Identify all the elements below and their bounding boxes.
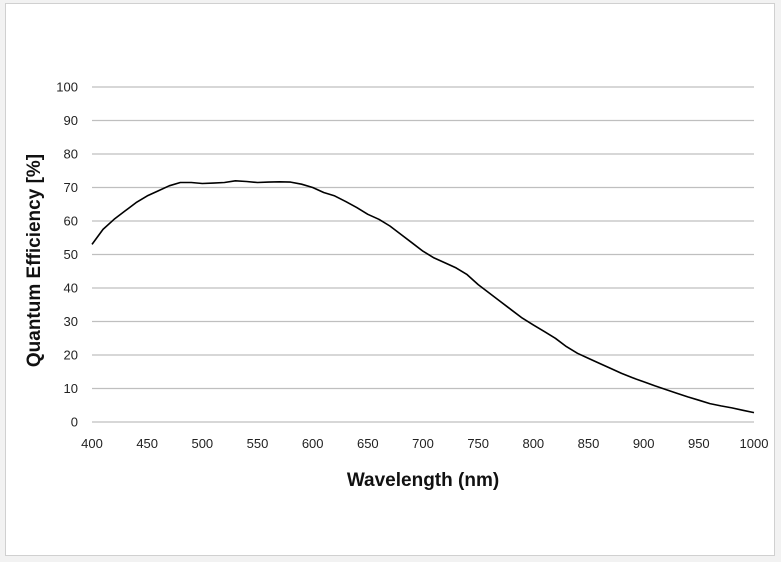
x-tick-label-450: 450 [136, 436, 158, 451]
y-axis-title: Quantum Efficiency [%] [24, 154, 45, 367]
y-tick-label-0: 0 [71, 415, 78, 430]
x-tick-label-950: 950 [688, 436, 710, 451]
y-tick-label-40: 40 [64, 281, 78, 296]
x-tick-label-600: 600 [302, 436, 324, 451]
x-tick-label-400: 400 [81, 436, 103, 451]
x-tick-label-550: 550 [247, 436, 269, 451]
y-tick-label-70: 70 [64, 180, 78, 195]
x-tick-label-800: 800 [522, 436, 544, 451]
x-tick-label-900: 900 [633, 436, 655, 451]
x-tick-label-1000: 1000 [740, 436, 769, 451]
y-tick-label-30: 30 [64, 314, 78, 329]
y-tick-label-10: 10 [64, 381, 78, 396]
chart-frame [5, 3, 775, 556]
y-tick-label-50: 50 [64, 247, 78, 262]
y-tick-label-60: 60 [64, 214, 78, 229]
y-tick-label-20: 20 [64, 348, 78, 363]
x-tick-label-500: 500 [191, 436, 213, 451]
x-axis-title: Wavelength (nm) [347, 470, 499, 491]
y-tick-label-80: 80 [64, 147, 78, 162]
x-tick-label-750: 750 [467, 436, 489, 451]
y-tick-label-90: 90 [64, 113, 78, 128]
x-tick-label-700: 700 [412, 436, 434, 451]
x-tick-label-850: 850 [578, 436, 600, 451]
x-tick-label-650: 650 [357, 436, 379, 451]
y-tick-label-100: 100 [56, 80, 78, 95]
series-line-0 [91, 180, 755, 414]
